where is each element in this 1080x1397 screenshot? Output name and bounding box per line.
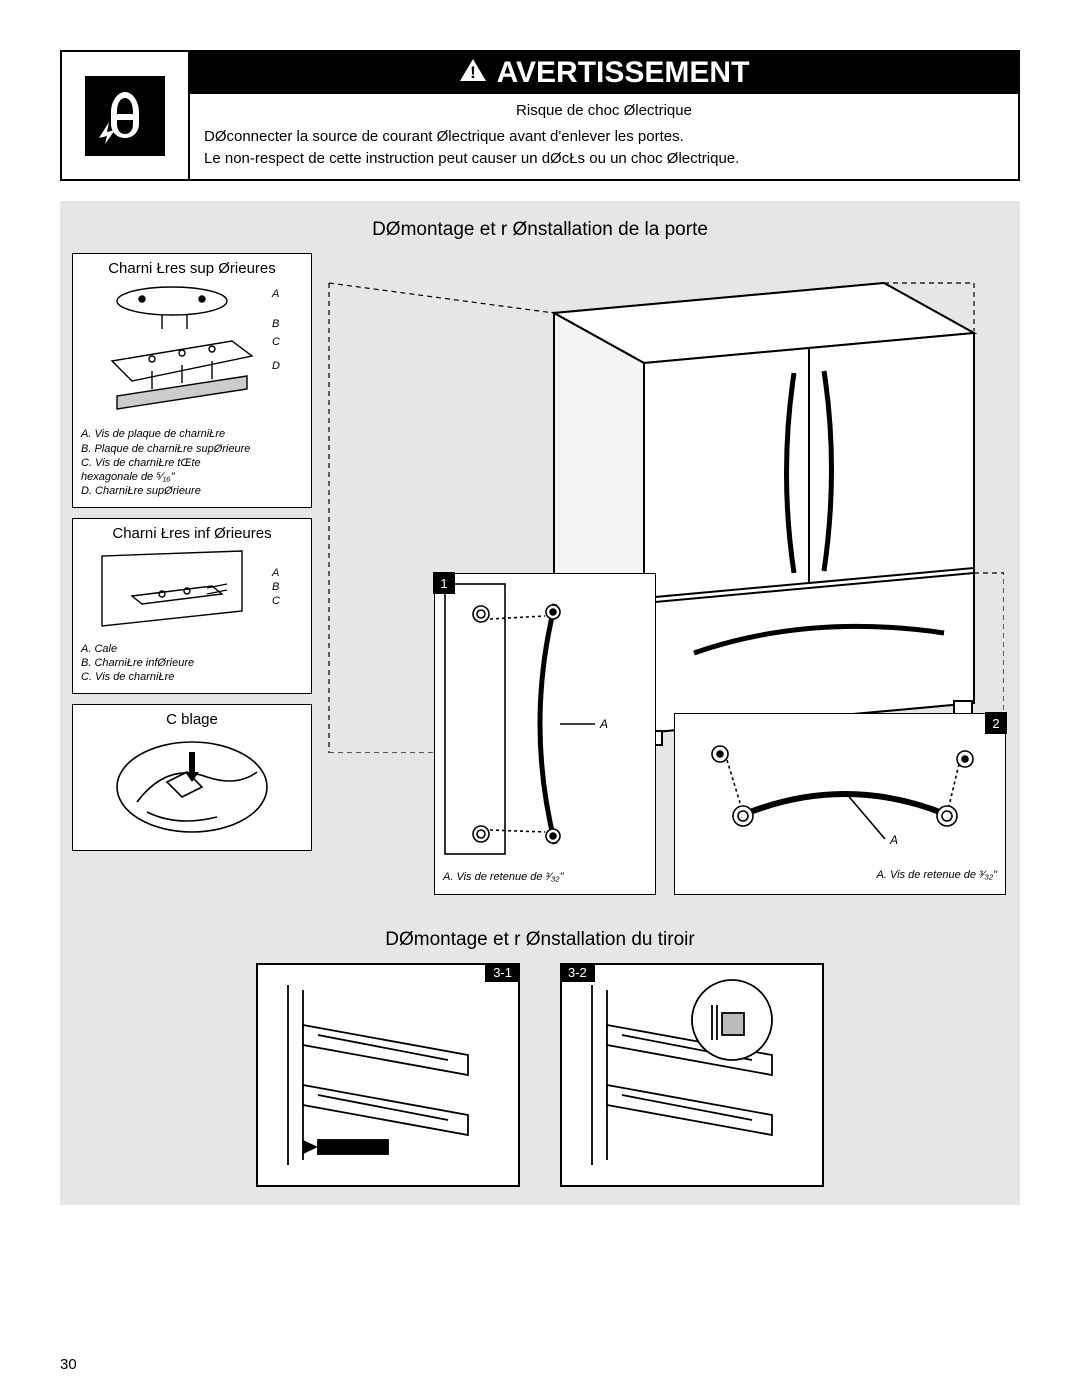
refrigerator-diagram xyxy=(324,253,1004,753)
callout-1-caption: A. Vis de retenue de ³⁄₃₂" xyxy=(435,867,655,887)
warning-header: ! AVERTISSEMENT xyxy=(190,52,1018,94)
drawer-1-number: 3-1 xyxy=(485,963,520,982)
legend-line: B. CharniŁre infØrieure xyxy=(81,656,303,670)
svg-text:!: ! xyxy=(470,63,476,82)
svg-text:A: A xyxy=(889,833,898,847)
top-hinges-panel: Charni Łres sup Ørieures xyxy=(72,253,312,507)
legend-line: A. Vis de plaque de charniŁre xyxy=(81,427,303,441)
callout-2-number: 2 xyxy=(985,712,1007,734)
top-hinges-legend: A. Vis de plaque de charniŁre B. Plaque … xyxy=(81,427,303,498)
legend-line: A. Cale xyxy=(81,642,303,656)
callout-2: 2 A A. Vis xyxy=(674,713,1006,895)
callout-2-diagram: A xyxy=(675,714,1005,864)
callout-1: 1 A xyxy=(434,573,656,895)
svg-text:B: B xyxy=(272,581,279,593)
warning-risk: Risque de choc Ølectrique xyxy=(204,100,1004,122)
callout-1-number: 1 xyxy=(433,572,455,594)
drawer-box-2: 3-2 xyxy=(560,963,824,1187)
warning-body: Risque de choc Ølectrique DØconnecter la… xyxy=(190,94,1018,179)
wiring-diagram xyxy=(107,732,277,842)
top-hinges-diagram: A B C D xyxy=(92,281,292,421)
svg-text:B: B xyxy=(272,318,279,330)
warning-line-1: DØconnecter la source de courant Ølectri… xyxy=(204,126,1004,148)
legend-line: C. Vis de charniŁre xyxy=(81,670,303,684)
legend-line: hexagonale de ⁵⁄₁₆" xyxy=(81,470,303,484)
legend-line: C. Vis de charniŁre tŒte xyxy=(81,456,303,470)
fridge-area: 1 A xyxy=(324,253,1008,913)
electrical-hazard-icon xyxy=(85,76,165,156)
bottom-hinges-title: Charni Łres inf Ørieures xyxy=(81,525,303,542)
drawer-2-number: 3-2 xyxy=(560,963,595,982)
drawer-row: 3-1 xyxy=(72,963,1008,1187)
bottom-hinges-legend: A. Cale B. CharniŁre infØrieure C. Vis d… xyxy=(81,642,303,685)
svg-text:C: C xyxy=(272,595,280,607)
left-column: Charni Łres sup Ørieures xyxy=(72,253,312,913)
warning-triangle-icon: ! xyxy=(459,58,487,89)
svg-text:A: A xyxy=(271,567,279,579)
manual-page: ! AVERTISSEMENT Risque de choc Ølectriqu… xyxy=(0,0,1080,1397)
drawer-section: DØmontage et r Ønstallation du tiroir 3-… xyxy=(72,929,1008,1187)
callout-1-diagram: A xyxy=(435,574,655,864)
wiring-panel: C blage xyxy=(72,704,312,851)
page-number: 30 xyxy=(60,1356,77,1373)
svg-text:C: C xyxy=(272,336,280,348)
wiring-title: C blage xyxy=(81,711,303,728)
drawer-2-diagram xyxy=(562,965,822,1185)
bottom-hinges-diagram: A B C xyxy=(92,546,292,636)
svg-text:D: D xyxy=(272,360,280,372)
warning-title: AVERTISSEMENT xyxy=(497,56,750,90)
legend-line: B. Plaque de charniŁre supØrieure xyxy=(81,442,303,456)
callout-2-caption: A. Vis de retenue de ³⁄₃₂" xyxy=(675,867,1005,883)
drawer-1-diagram xyxy=(258,965,518,1185)
main-diagram-area: DØmontage et r Ønstallation de la porte … xyxy=(60,201,1020,1205)
section-1-title: DØmontage et r Ønstallation de la porte xyxy=(72,219,1008,241)
warning-text-cell: ! AVERTISSEMENT Risque de choc Ølectriqu… xyxy=(190,52,1018,179)
legend-line: D. CharniŁre supØrieure xyxy=(81,484,303,498)
drawer-box-1: 3-1 xyxy=(256,963,520,1187)
top-hinges-title: Charni Łres sup Ørieures xyxy=(81,260,303,277)
svg-text:A: A xyxy=(271,288,279,300)
svg-text:A: A xyxy=(599,717,608,731)
door-grid: Charni Łres sup Ørieures xyxy=(72,253,1008,913)
bottom-hinges-panel: Charni Łres inf Ørieures A B xyxy=(72,518,312,694)
warning-icon-cell xyxy=(62,52,190,179)
warning-line-2: Le non-respect de cette instruction peut… xyxy=(204,148,1004,170)
section-2-title: DØmontage et r Ønstallation du tiroir xyxy=(72,929,1008,951)
warning-box: ! AVERTISSEMENT Risque de choc Ølectriqu… xyxy=(60,50,1020,181)
